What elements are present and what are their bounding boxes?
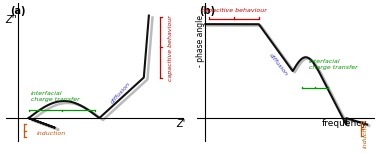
Text: Z'': Z'' — [6, 14, 17, 24]
Text: interfacial
charge transfer: interfacial charge transfer — [31, 91, 79, 102]
Text: Z': Z' — [176, 119, 185, 129]
Text: induction: induction — [363, 119, 368, 148]
Text: interfacial
charge transfer: interfacial charge transfer — [309, 59, 358, 70]
Text: frequency: frequency — [322, 119, 367, 128]
Text: capacitive behaviour: capacitive behaviour — [201, 8, 266, 13]
Text: - phase angle: - phase angle — [195, 14, 204, 67]
Text: (a): (a) — [10, 6, 26, 16]
Text: diffusion: diffusion — [268, 53, 288, 77]
Text: capacitive behaviour: capacitive behaviour — [168, 15, 173, 81]
Text: diffusion: diffusion — [110, 81, 131, 104]
Text: (b): (b) — [199, 6, 215, 16]
Text: induction: induction — [37, 131, 66, 136]
